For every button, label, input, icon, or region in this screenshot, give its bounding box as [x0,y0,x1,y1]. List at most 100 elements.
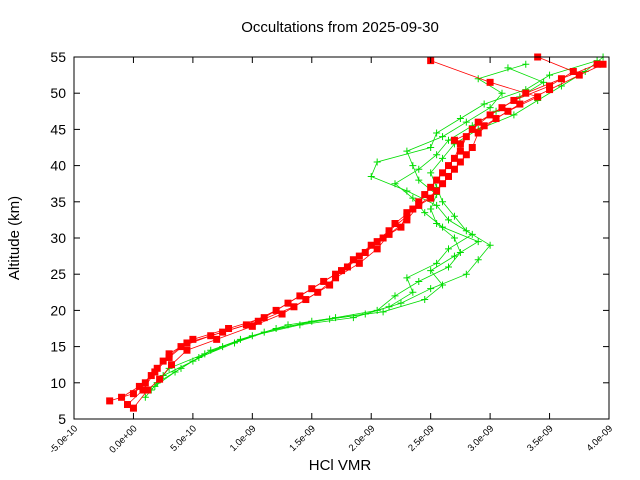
data-point [171,368,179,376]
data-point [290,303,298,311]
y-tick-label: 5 [58,411,66,427]
data-point [320,277,328,285]
x-tick-label: 2.0e-09 [347,423,378,454]
data-point [546,86,554,94]
data-point [433,129,441,137]
data-point [433,176,441,184]
data-point [462,270,470,278]
data-point [445,172,452,180]
data-point [167,361,175,369]
data-point [403,209,411,217]
y-tick-label: 35 [50,194,66,210]
data-point [124,401,131,409]
data-point [593,60,601,68]
data-point [480,122,488,130]
y-tick-label: 30 [50,230,66,246]
data-point [427,267,435,275]
data-point [456,158,464,166]
data-point [106,397,114,405]
data-point [439,198,447,206]
data-point [129,390,137,398]
y-tick-label: 50 [50,85,66,101]
data-point [427,285,435,293]
data-point [367,172,375,180]
series-1 [106,53,607,412]
data-point [403,147,411,155]
data-point [445,263,452,271]
data-point [415,176,423,184]
x-tick-label: 0.0e+00 [107,423,139,455]
data-point [486,241,494,249]
series-line [121,63,598,398]
data-point [135,382,143,390]
data-point [159,357,167,365]
y-tick-label: 15 [50,339,66,355]
data-point [367,241,375,249]
data-point [141,379,149,387]
data-point [462,118,470,126]
data-point [445,245,452,253]
x-axis-label: HCl VMR [309,457,372,474]
data-point [397,223,405,231]
data-point [462,133,470,141]
data-point [332,274,340,282]
data-point [183,339,191,347]
data-point [349,256,357,264]
data-point [177,343,185,351]
data-point [433,151,441,159]
data-point [415,277,423,285]
data-point [433,259,441,267]
data-point [498,89,506,97]
data-point [546,71,554,79]
data-point [474,256,482,264]
data-point [361,248,369,256]
data-point [272,306,280,314]
data-point [421,209,429,217]
data-point [445,136,452,144]
data-point [456,115,464,123]
data-point [278,310,286,318]
data-point [225,325,233,332]
y-axis-label: Altitude (km) [6,196,23,280]
y-tick-label: 25 [50,266,66,282]
data-point [450,136,458,144]
data-point [343,263,351,271]
plot-frame [73,56,610,420]
data-point [456,147,464,155]
data-point [355,252,363,260]
data-point [231,339,238,347]
data-point [165,353,173,361]
data-point [421,191,429,199]
data-point [504,64,512,72]
data-point [296,292,304,300]
data-point [433,201,441,209]
plot-area [106,53,607,412]
data-point [385,303,393,311]
data-point [314,288,322,296]
series-line [156,60,598,384]
data-point [468,230,476,238]
data-point [480,100,488,108]
x-tick-label: 3.5e-09 [525,423,556,454]
data-point [450,252,458,260]
data-point [326,315,334,323]
data-point [248,322,256,330]
data-point [522,60,530,68]
data-point [165,350,173,358]
data-point [385,230,393,238]
y-tick-label: 55 [50,49,66,65]
data-point [272,325,280,332]
data-point [415,165,423,173]
data-point [373,158,381,166]
data-point [439,154,447,162]
data-point [546,82,554,90]
data-point [129,404,137,412]
data-point [421,296,429,304]
data-point [391,180,399,188]
data-point [433,187,441,195]
data-point [450,234,458,242]
data-point [427,205,435,213]
data-point [540,78,548,86]
data-point [534,93,542,101]
